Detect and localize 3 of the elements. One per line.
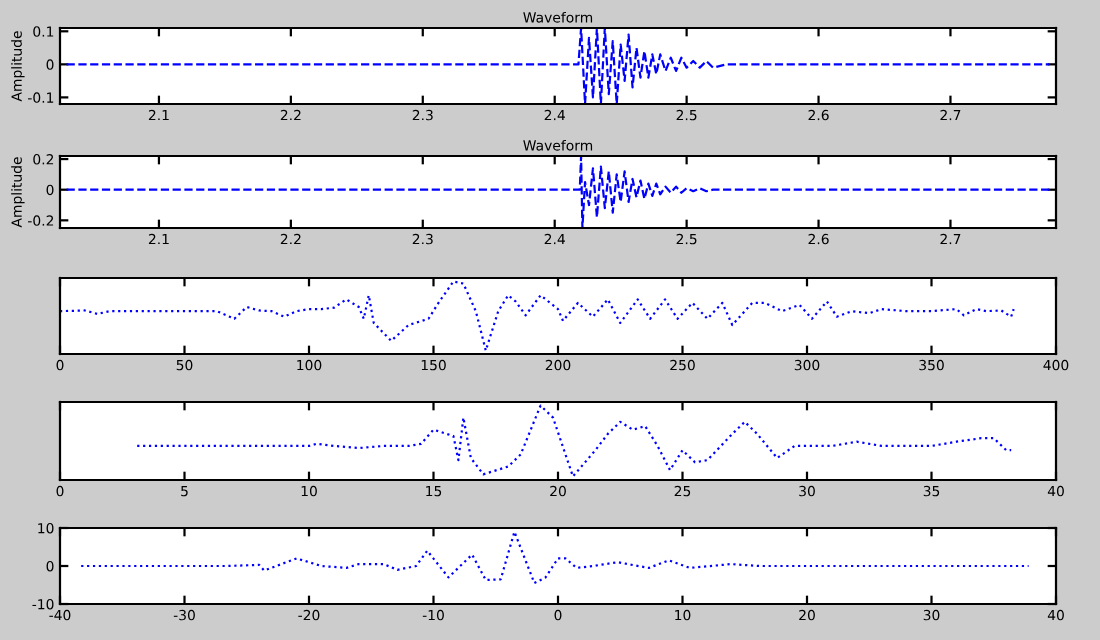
line-series (65, 28, 1051, 104)
line-series (80, 530, 1030, 585)
line-series (65, 156, 1051, 228)
